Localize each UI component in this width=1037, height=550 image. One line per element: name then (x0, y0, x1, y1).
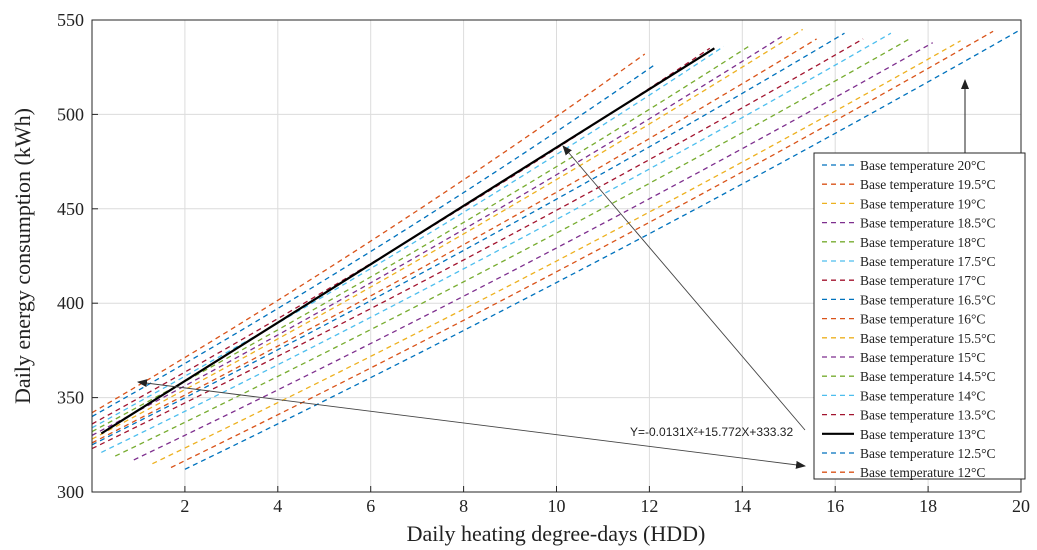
x-tick-label: 8 (459, 496, 468, 516)
legend-entry-label: Base temperature 16.5°C (860, 292, 995, 307)
series-line-7 (92, 32, 845, 446)
equation-label: Y=-0.0131X²+15.772X+333.32 (630, 425, 793, 439)
tick-layer: 2 4 6 8 10 12 14 16 18 20 300 350 400 450 500 550 (57, 10, 1030, 516)
legend-entry-label: Base temperature 12°C (860, 465, 985, 480)
series-line-15 (92, 64, 655, 418)
legend-entry-label: Base temperature 13.5°C (860, 408, 995, 423)
y-tick-label: 500 (57, 104, 84, 124)
legend-box (813, 152, 1026, 480)
y-tick-label: 300 (57, 482, 84, 502)
x-tick-label: 20 (1012, 496, 1030, 516)
legend-entry-label: Base temperature 16°C (860, 312, 985, 327)
legend-entry-label: Base temperature 17.5°C (860, 254, 995, 269)
x-tick-label: 4 (273, 496, 282, 516)
y-axis-label: Daily energy consumption (kWh) (10, 108, 35, 404)
series-line-12 (92, 45, 725, 429)
x-tick-label: 6 (366, 496, 375, 516)
x-tick-label: 10 (548, 496, 566, 516)
series-line-10 (92, 34, 785, 436)
y-tick-label: 550 (57, 10, 84, 30)
y-tick-label: 450 (57, 199, 84, 219)
legend-entry-label: Base temperature 19°C (860, 196, 985, 211)
y-tick-label: 350 (57, 388, 84, 408)
legend-entry-label: Base temperature 14.5°C (860, 369, 995, 384)
legend-entry-label: Base temperature 18°C (860, 235, 985, 250)
series-line-16 (92, 53, 646, 414)
legend-entry-label: Base temperature 13°C (860, 427, 985, 442)
series-line-14 (100, 47, 715, 435)
x-tick-label: 14 (733, 496, 751, 516)
legend-entry-label: Base temperature 20°C (860, 158, 985, 173)
legend-entry-label: Base temperature 15°C (860, 350, 985, 365)
x-tick-label: 16 (826, 496, 844, 516)
legend-entry-label: Base temperature 18.5°C (860, 216, 995, 231)
legend-entry-label: Base temperature 12.5°C (860, 446, 995, 461)
x-tick-label: 18 (919, 496, 937, 516)
legend-entry-label: Base temperature 17°C (860, 273, 985, 288)
legend-entry-label: Base temperature 15.5°C (860, 331, 995, 346)
legend-entry-label: Base temperature 19.5°C (860, 177, 995, 192)
x-tick-label: 12 (640, 496, 658, 516)
y-tick-label: 400 (57, 293, 84, 313)
x-axis-label: Daily heating degree-days (HDD) (407, 521, 706, 546)
annotations: Y=-0.0131X²+15.772X+333.32 (137, 79, 969, 469)
x-tick-label: 2 (180, 496, 189, 516)
arrow-to-left-end (137, 379, 806, 469)
legend-entry-label: Base temperature 14°C (860, 388, 985, 403)
legend: Base temperature 20°C Base temperature 19… (813, 152, 1026, 480)
